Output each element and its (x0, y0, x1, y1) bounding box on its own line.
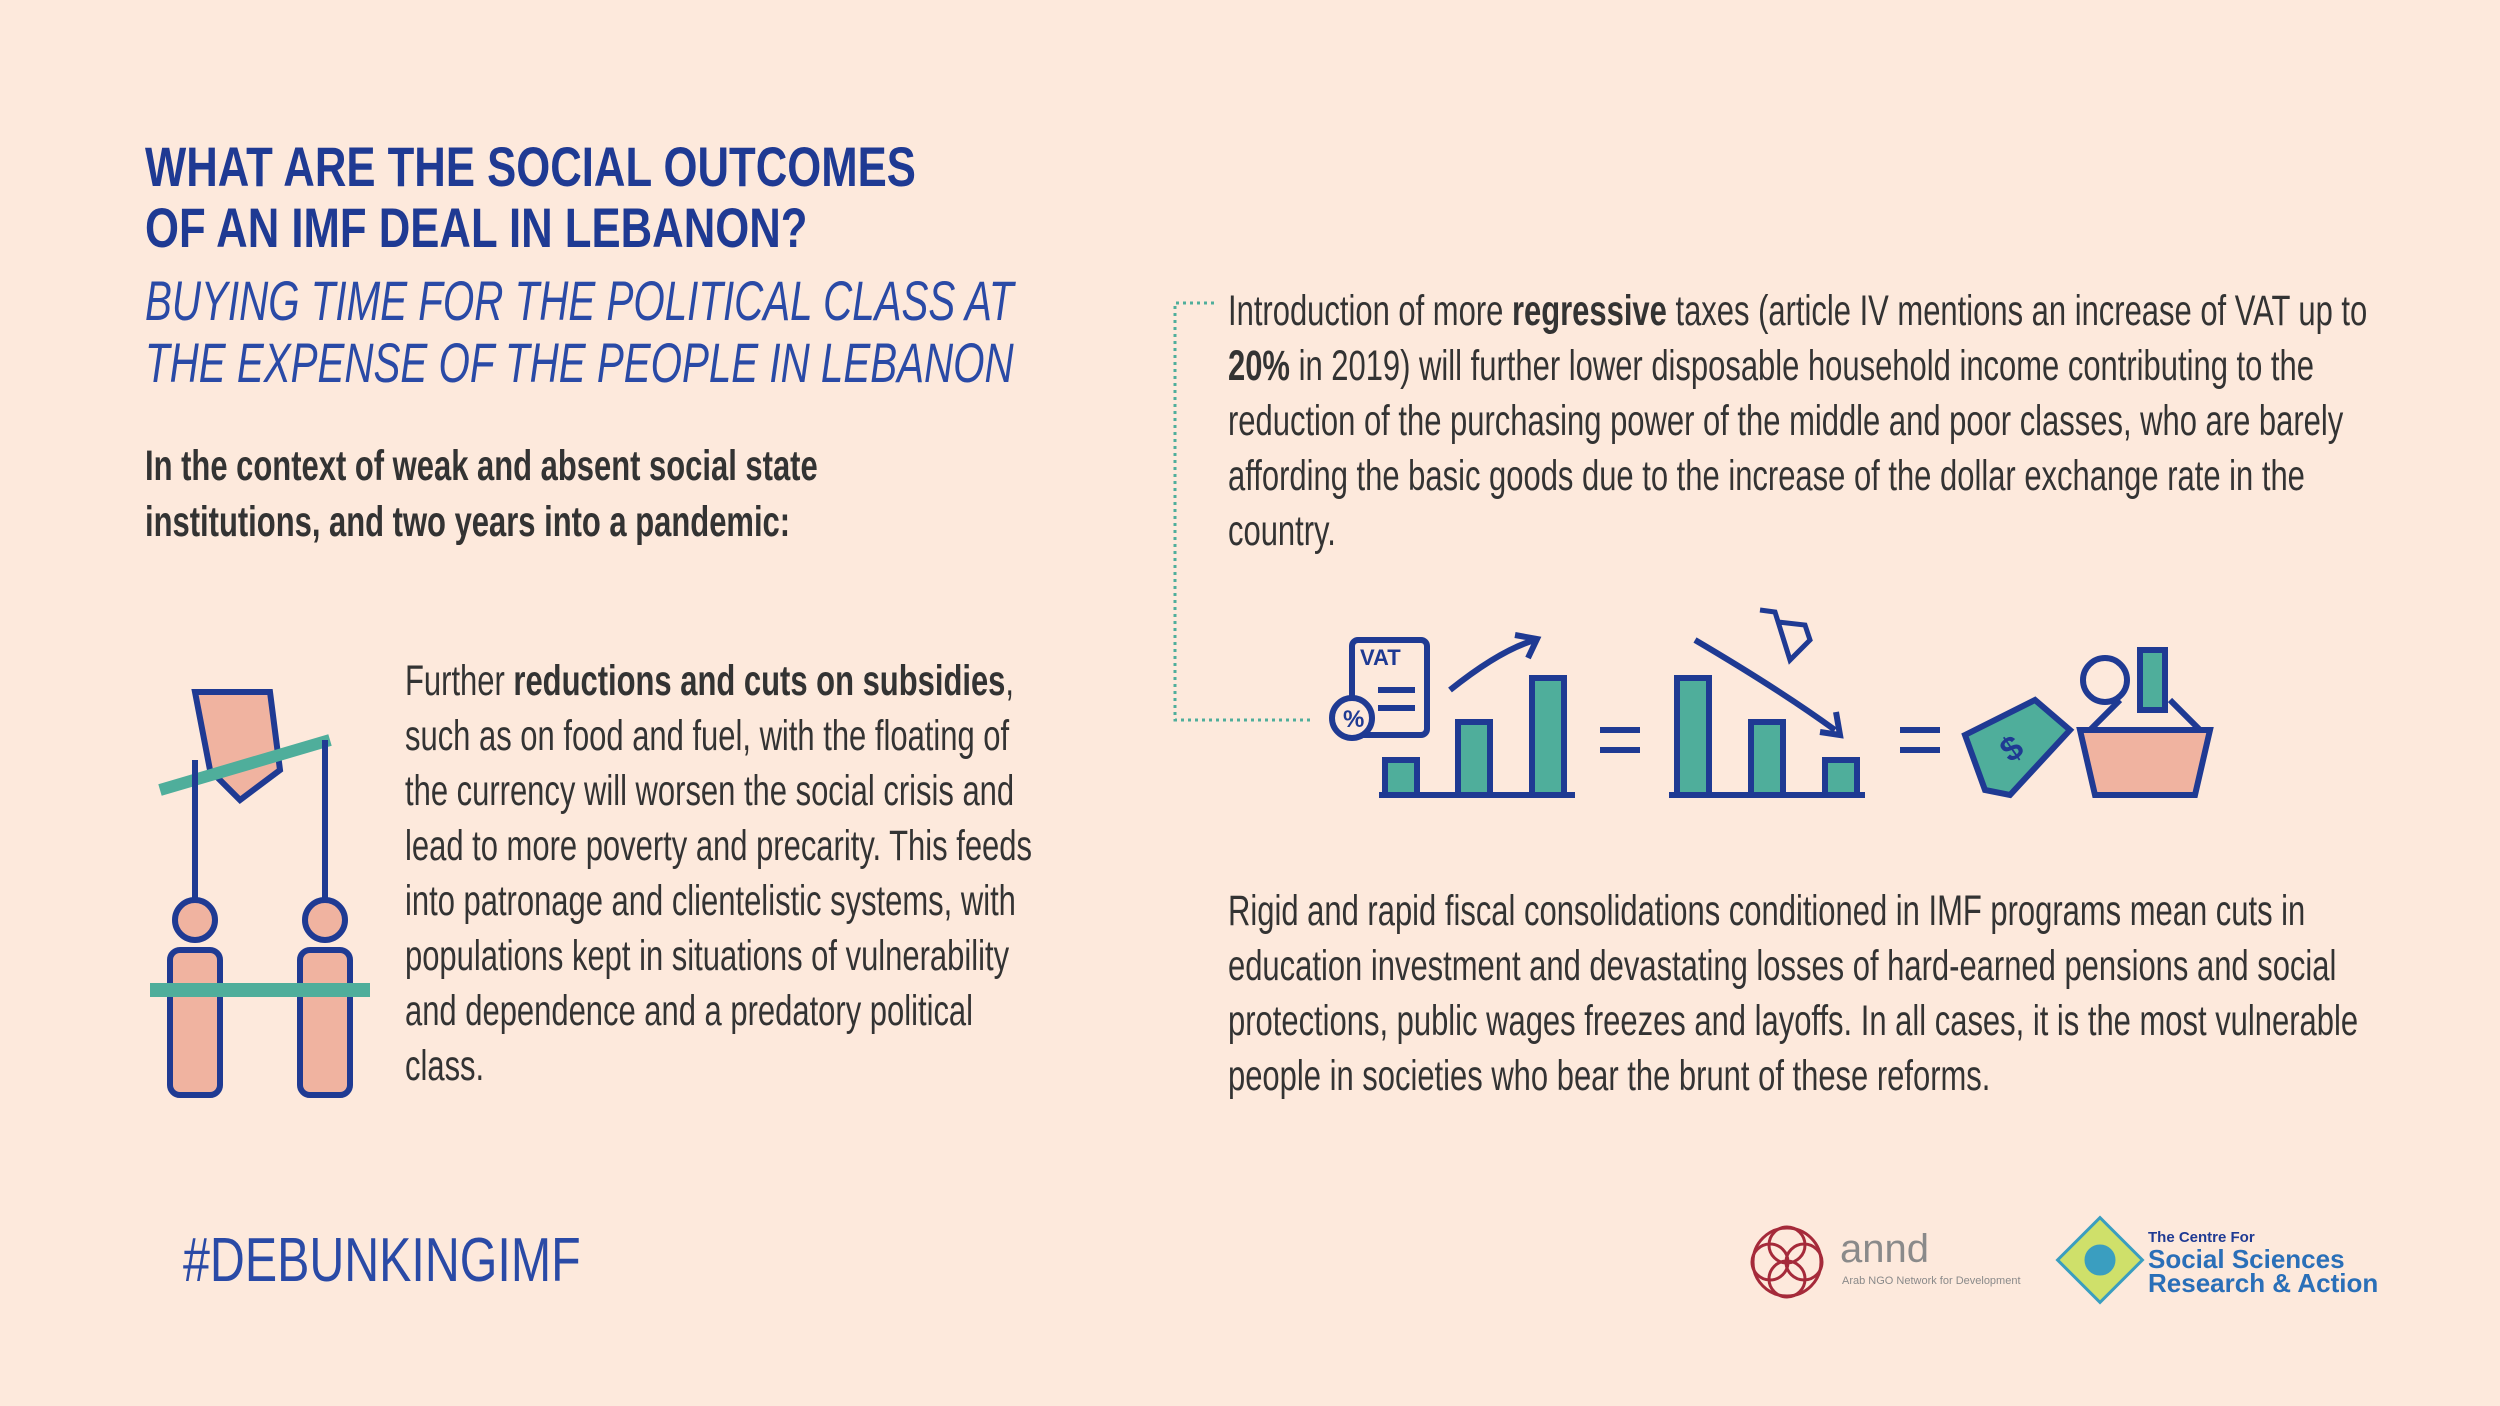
subtitle-line: BUYING TIME FOR THE POLITICAL CLASS AT (145, 269, 1014, 332)
paragraph: Further reductions and cuts on subsidies… (405, 654, 1053, 1094)
logo-name: annd (1840, 1227, 1929, 1271)
text: Further (405, 657, 514, 705)
text: in 2019) will further lower disposable h… (1228, 342, 2344, 555)
icon-label: VAT (1360, 645, 1401, 670)
centre-logo (2055, 1215, 2145, 1305)
intro-line: In the context of weak and absent social… (145, 442, 818, 490)
icon-label: % (1343, 706, 1364, 733)
title: WHAT ARE THE SOCIAL OUTCOMES OF AN IMF DE… (145, 136, 916, 258)
intro-line: institutions, and two years into a pande… (145, 498, 791, 546)
bold-text: 20% (1228, 342, 1290, 390)
connector (1173, 301, 1310, 722)
bold-text: reductions and cuts on subsidies (513, 657, 1006, 705)
logo-line: The Centre For (2148, 1229, 2255, 1246)
title-line: OF AN IMF DEAL IN LEBANON? (145, 196, 808, 259)
title-line: WHAT ARE THE SOCIAL OUTCOMES (145, 135, 916, 198)
text: , such as on food and fuel, with the flo… (405, 657, 1032, 1090)
paragraph: Introduction of more regressive taxes (a… (1228, 284, 2387, 559)
subtitle-line: THE EXPENSE OF THE PEOPLE IN LEBANON (145, 331, 1014, 394)
puppet-icon (150, 689, 370, 1098)
text: taxes (article IV mentions an increase o… (1666, 287, 2368, 335)
hashtag: #DEBUNKINGIMF (183, 1226, 581, 1295)
logo-line: Research & Action (2148, 1268, 2378, 1298)
paragraph: Rigid and rapid fiscal consolidations co… (1228, 884, 2387, 1104)
logo-line: Social Sciences (2148, 1244, 2345, 1274)
tax-icons (1329, 607, 2214, 799)
text: Introduction of more (1228, 287, 1512, 335)
subtitle: BUYING TIME FOR THE POLITICAL CLASS AT TH… (145, 270, 1014, 394)
bold-text: regressive (1511, 287, 1667, 335)
annd-logo (1750, 1225, 1824, 1299)
logo-tagline: Arab NGO Network for Development (1842, 1275, 2021, 1287)
text: Rigid and rapid fiscal consolidations co… (1228, 887, 2359, 1100)
intro: In the context of weak and absent social… (145, 438, 818, 550)
